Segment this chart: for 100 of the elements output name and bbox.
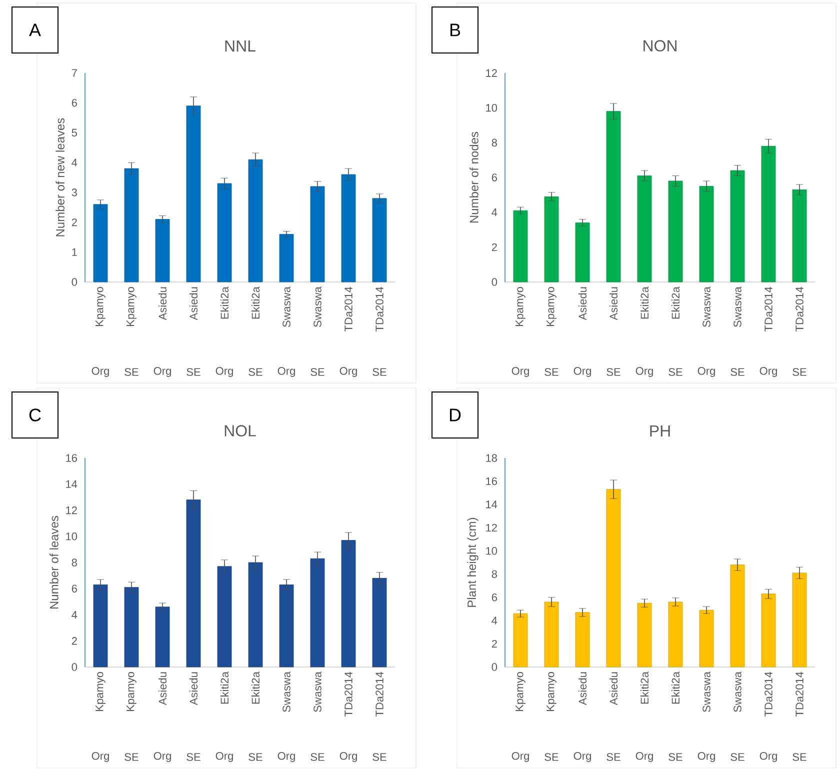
y-tick-label: 8 [492,138,497,147]
y-tick-label: 14 [486,500,498,508]
y-tick-label: 2 [72,637,77,645]
bar [668,180,683,282]
y-tick-label: 0 [72,278,78,286]
text: Org [340,367,357,377]
text: SE [310,753,324,761]
text: SE [124,368,138,376]
bar [248,159,263,282]
bar [699,186,714,282]
text: SE [668,753,682,761]
y-tick-label: 12 [486,524,497,532]
y-tick-label: 12 [486,69,497,77]
bar [124,168,139,282]
x-tick-label: Ekiti2a [640,286,649,319]
bar [341,174,356,282]
y-tick-label: 0 [492,278,498,286]
text: Org [574,752,591,762]
y-tick-label: 1 [72,248,77,256]
text: SE [186,753,200,761]
text: SE [372,368,386,376]
bar [761,146,776,282]
y-tick-label: 0 [492,663,498,671]
x-tick-label: Ekiti2a [220,672,229,704]
bar [730,564,745,668]
x-tick-label: Swaswa [314,286,322,327]
bar [637,602,652,668]
x-tick-label: Ekiti2a [640,672,649,704]
text: Org [278,367,295,377]
x-tick-label: Swaswa [282,286,290,327]
text: Org [636,752,653,762]
text: SE [730,368,744,376]
bar [341,540,356,668]
y-tick-label: 16 [486,477,497,486]
bar [606,489,621,668]
bar [93,204,108,282]
bar [217,566,232,668]
x-tick-label: Swaswa [734,286,742,327]
y-axis-title: Number of new leaves [56,118,64,236]
y-tick-label: 14 [66,480,78,488]
chart-title: NON [644,40,676,52]
text: Org [92,752,109,762]
chart-title: NOL [224,425,256,436]
bar [186,500,201,668]
text: SE [544,368,558,376]
x-tick-label: Kpamyo [546,287,556,326]
text: Org [760,367,777,377]
text: SE [606,753,620,761]
bar [279,234,294,282]
bar [730,170,745,282]
text: SE [310,368,324,376]
y-axis-title: Plant height (cm) [467,518,478,607]
x-tick-label: TDa2014 [796,286,804,332]
x-tick-label: TDa2014 [764,286,772,332]
bar [124,587,139,668]
x-tick-label: Kpamyo [516,287,526,326]
x-tick-label: Asiedu [578,287,587,320]
x-tick-label: Asiedu [158,672,167,706]
text: Org [216,367,233,377]
bar [310,186,325,282]
bar [372,578,387,668]
x-tick-label: Ekiti2a [251,286,260,319]
y-tick-label: 12 [66,506,77,514]
y-axis-title: Number of nodes [470,132,478,223]
x-tick-label: Swaswa [702,286,710,327]
text: SE [124,753,138,761]
bar [248,562,263,668]
text: Org [512,752,529,762]
x-tick-label: Ekiti2a [671,286,680,319]
text: Org [760,752,777,762]
x-tick-label: Swaswa [702,672,710,712]
text: Org [278,752,295,762]
y-tick-label: 18 [486,454,497,462]
bar [544,602,559,668]
x-tick-label: Asiedu [189,287,198,320]
x-tick-label: Kpamyo [546,672,556,711]
y-tick-label: 10 [486,547,498,555]
y-tick-label: 3 [72,188,77,196]
x-tick-label: Kpamyo [96,287,106,326]
x-tick-label: Kpamyo [126,672,136,711]
text: SE [792,753,806,761]
text: Org [340,752,357,762]
chart-title: PH [650,425,670,436]
y-tick-label: 6 [492,174,497,182]
y-tick-label: 8 [492,570,497,578]
x-tick-label: Kpamyo [126,287,136,326]
text: SE [606,368,620,376]
bar [792,572,807,668]
y-tick-label: 0 [72,663,78,671]
x-tick-label: Ekiti2a [251,672,260,704]
bar [217,183,232,282]
text: SE [792,368,806,376]
x-tick-label: Asiedu [609,672,618,706]
x-tick-label: TDa2014 [344,672,352,717]
bar [513,613,528,668]
y-tick-label: 16 [66,454,77,462]
y-tick-label: 2 [492,640,497,648]
bar [310,558,325,668]
y-tick-label: 5 [72,128,77,137]
text: C [29,408,41,422]
